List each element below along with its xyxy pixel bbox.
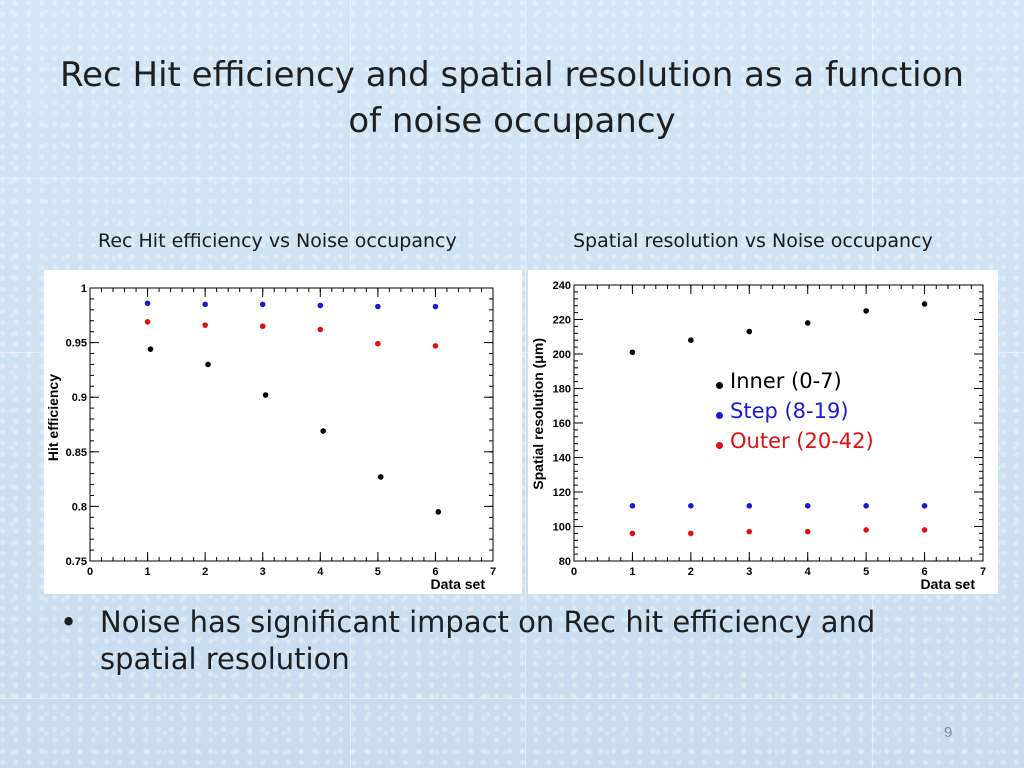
y-tick-label: 0.85 <box>66 447 87 459</box>
y-tick-label: 0.9 <box>72 392 87 404</box>
y-tick-label: 1 <box>81 283 87 295</box>
data-point <box>863 503 869 509</box>
x-axis-title: Data set <box>921 576 976 592</box>
data-point <box>202 301 208 308</box>
bullet-marker: • <box>60 605 78 639</box>
data-point <box>629 349 636 356</box>
y-tick-label: 220 <box>553 315 571 327</box>
data-point <box>317 326 324 333</box>
y-tick-label: 140 <box>553 453 571 465</box>
x-tick-label: 0 <box>87 566 93 578</box>
y-tick-label: 100 <box>553 522 571 534</box>
left-chart-title: Rec Hit efficiency vs Noise occupancy <box>98 230 457 252</box>
data-point <box>688 503 694 509</box>
x-tick-label: 0 <box>571 566 577 578</box>
spatial-resolution-chart: 0 1 2 3 4 5 6 7 80 100 120 140 160 180 200 220 240 Data s… <box>528 270 998 594</box>
data-point <box>629 503 636 509</box>
x-tick-label: 5 <box>863 566 869 578</box>
data-point <box>688 530 694 537</box>
x-tick-label: 7 <box>980 566 986 578</box>
x-tick-label: 3 <box>746 566 752 578</box>
data-point <box>259 301 266 308</box>
data-point <box>863 308 869 314</box>
legend-label-inner: Inner (0-7) <box>730 369 842 393</box>
x-tick-label: 6 <box>922 566 928 578</box>
y-tick-label: 0.8 <box>72 501 87 513</box>
spatial-resolution-plot: 0 1 2 3 4 5 6 7 80 100 120 140 160 180 200 220 240 Data s… <box>530 280 986 592</box>
y-tick-label: 160 <box>553 418 571 430</box>
y-tick-label: 180 <box>553 384 571 396</box>
data-point <box>746 528 753 535</box>
legend-marker <box>716 442 723 449</box>
x-tick-label: 4 <box>805 566 812 578</box>
tile-line <box>0 698 1024 699</box>
data-point <box>144 319 151 325</box>
x-tick-label: 2 <box>688 566 694 578</box>
legend-label-step: Step (8-19) <box>730 399 849 423</box>
legend-entry-inner: Inner (0-7) <box>716 366 874 396</box>
tile-line <box>525 0 526 768</box>
x-tick-label: 1 <box>145 566 151 578</box>
legend-label-outer: Outer (20-42) <box>730 429 874 453</box>
data-point <box>688 337 694 343</box>
data-point <box>921 527 928 533</box>
y-tick-label: 80 <box>559 556 571 568</box>
data-point <box>432 303 439 310</box>
x-tick-label: 7 <box>490 566 496 578</box>
x-tick-label: 5 <box>375 566 381 578</box>
y-axis-title: Hit efficiency <box>45 374 61 461</box>
x-axis-title: Data set <box>431 576 486 592</box>
slide-title: Rec Hit efficiency and spatial resolutio… <box>60 55 964 141</box>
y-tick-label: 240 <box>553 280 571 292</box>
right-chart-title: Spatial resolution vs Noise occupancy <box>573 230 933 252</box>
y-tick-label: 120 <box>553 487 571 499</box>
page-number: 9 <box>944 724 953 741</box>
data-point <box>320 428 326 434</box>
y-tick-label: 200 <box>553 349 571 361</box>
y-tick-label: 0.75 <box>66 556 87 568</box>
x-tick-label: 2 <box>202 566 208 578</box>
data-point <box>317 302 324 309</box>
bullet-text: Noise has significant impact on Rec hit … <box>100 605 876 676</box>
data-point <box>144 300 151 307</box>
data-point <box>259 323 266 330</box>
plot-frame <box>89 287 494 562</box>
data-point <box>435 509 442 515</box>
hit-efficiency-chart: 0 1 2 3 4 5 6 7 0.75 0.8 0.85 0.9 0.95 1 Data set Hit e… <box>44 270 522 594</box>
data-point <box>746 503 753 509</box>
data-point <box>804 503 811 509</box>
x-tick-label: 4 <box>317 566 324 578</box>
chart-legend: Inner (0-7) Step (8-19) Outer (20-42) <box>716 366 874 456</box>
legend-entry-outer: Outer (20-42) <box>716 426 874 456</box>
data-point <box>375 303 381 310</box>
data-point <box>804 320 811 326</box>
y-axis-title: Spatial resolution (μm) <box>530 338 546 490</box>
x-tick-label: 3 <box>260 566 266 578</box>
data-point <box>921 301 928 307</box>
data-point <box>147 346 154 352</box>
x-tick-label: 6 <box>432 566 438 578</box>
legend-marker <box>716 412 723 419</box>
data-point <box>921 503 928 509</box>
x-tick-label: 1 <box>629 566 635 578</box>
hit-efficiency-plot: 0 1 2 3 4 5 6 7 0.75 0.8 0.85 0.9 0.95 1 Data set Hit e… <box>45 283 496 592</box>
data-point <box>377 474 384 480</box>
data-point <box>804 528 811 535</box>
legend-entry-step: Step (8-19) <box>716 396 874 426</box>
data-point <box>202 322 208 328</box>
data-point <box>863 527 869 533</box>
data-point <box>629 530 636 537</box>
data-point <box>262 392 269 398</box>
data-point <box>746 328 753 335</box>
data-point <box>375 340 381 347</box>
data-point <box>205 361 211 368</box>
legend-marker <box>716 382 723 389</box>
tile-line <box>0 178 1024 179</box>
data-point <box>432 343 439 349</box>
y-tick-label: 0.95 <box>66 338 87 350</box>
